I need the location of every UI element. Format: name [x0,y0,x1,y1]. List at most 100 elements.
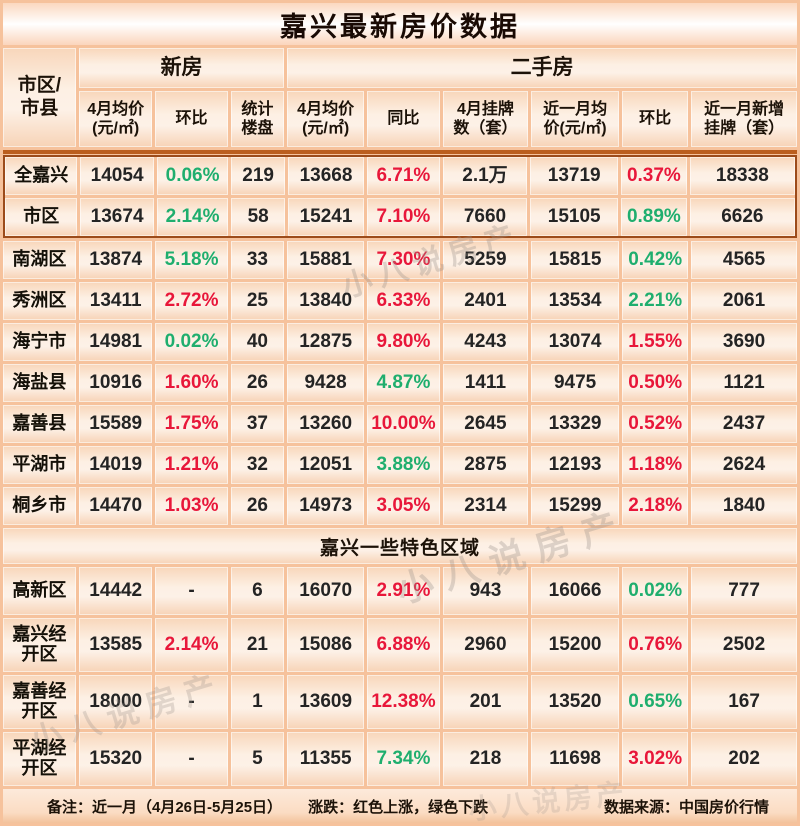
data-cell: 26 [230,487,285,525]
data-cell: 18000 [78,675,153,729]
data-cell: 2.14% [155,618,228,672]
table-header: 市区/ 市县 新房 二手房 4月均价 (元/㎡) 环比 统计 楼盘 4月均价 (… [3,48,797,147]
data-cell: 0.02% [622,567,689,615]
data-cell: 13840 [287,282,364,320]
column-header: 同比 [366,91,440,147]
table-row: 南湖区 13874 5.18% 33 15881 7.30% 5259 15815 0.42% 4… [3,241,797,279]
data-cell: 2.21% [622,282,689,320]
data-cell: 2624 [691,446,797,484]
row-label: 高新区 [3,567,76,615]
data-cell: 13520 [530,675,620,729]
data-cell: 7660 [442,198,528,236]
data-cell: 2502 [691,618,797,672]
table-row: 平湖市 14019 1.21% 32 12051 3.88% 2875 12193 1.18% 2… [3,446,797,484]
data-cell: 2314 [442,487,528,525]
data-cell: 33 [230,241,285,279]
data-cell: 1.18% [622,446,689,484]
section-header: 嘉兴一些特色区域 [3,528,797,564]
data-cell: 5.18% [155,241,228,279]
data-cell: 2437 [691,405,797,443]
data-cell: 16070 [287,567,364,615]
table-row: 桐乡市 14470 1.03% 26 14973 3.05% 2314 15299 2.18% 1… [3,487,797,525]
header-divider [3,150,797,154]
data-cell: 14442 [78,567,153,615]
column-header: 近一月均 价(元/㎡) [530,91,620,147]
data-cell: 13585 [78,618,153,672]
data-cell: 9428 [287,364,364,402]
row-label: 桐乡市 [3,487,76,525]
data-cell: 3690 [691,323,797,361]
data-cell: 14981 [78,323,153,361]
table-row: 高新区 14442-6 16070 2.91% 943 16066 0.02% 777 [3,567,797,615]
data-cell: 14019 [78,446,153,484]
row-label: 平湖经 开区 [3,732,76,786]
data-cell: 5259 [442,241,528,279]
table-row: 秀洲区 13411 2.72% 25 13840 6.33% 2401 13534 2.21% 2… [3,282,797,320]
data-cell: 13719 [530,157,619,195]
data-cell: 0.89% [621,198,687,236]
data-cell: - [155,675,228,729]
data-cell: - [155,567,228,615]
data-cell: 26 [230,364,285,402]
table-row: 嘉兴经 开区 13585 2.14% 21 15086 6.88% 2960 15200 0.7… [3,618,797,672]
header-corner-cell: 市区/ 市县 [3,48,76,147]
data-cell: 15881 [287,241,364,279]
data-cell: 13534 [530,282,620,320]
data-cell: 0.50% [622,364,689,402]
data-cell: 13074 [530,323,620,361]
column-header: 环比 [622,91,689,147]
data-cell: 6.71% [367,157,440,195]
table-row: 嘉善经 开区 18000-1 13609 12.38% 201 13520 0.65% 167 [3,675,797,729]
data-cell: 4.87% [366,364,440,402]
data-cell: 6 [230,567,285,615]
data-cell: 15200 [530,618,620,672]
data-cell: 15105 [530,198,619,236]
column-header: 4月均价 (元/㎡) [287,91,364,147]
data-cell: 1411 [442,364,528,402]
data-cell: 9475 [530,364,620,402]
data-cell: 0.65% [622,675,689,729]
data-cell: 2.72% [155,282,228,320]
data-cell: 0.52% [622,405,689,443]
data-cell: 32 [230,446,285,484]
data-cell: 6.33% [366,282,440,320]
data-cell: 25 [230,282,285,320]
row-label: 嘉善县 [3,405,76,443]
data-cell: 18338 [689,157,795,195]
row-label: 秀洲区 [3,282,76,320]
data-cell: 1840 [691,487,797,525]
district-rows: 南湖区 13874 5.18% 33 15881 7.30% 5259 15815 0.42% 4… [3,241,797,525]
column-header: 环比 [155,91,228,147]
data-cell: 11355 [287,732,364,786]
data-cell: 14470 [78,487,153,525]
header-group-new: 新房 [78,48,285,88]
data-cell: 1.60% [155,364,228,402]
data-cell: 1121 [691,364,797,402]
data-cell: 12051 [287,446,364,484]
special-zone-rows: 高新区 14442-6 16070 2.91% 943 16066 0.02% 777 嘉兴经 … [3,567,797,786]
data-cell: 10916 [78,364,153,402]
data-cell: 0.76% [622,618,689,672]
data-cell: 15086 [287,618,364,672]
data-cell: 167 [691,675,797,729]
data-cell: - [155,732,228,786]
data-cell: 13329 [530,405,620,443]
data-cell: 1 [230,675,285,729]
data-cell: 2875 [442,446,528,484]
data-cell: 1.55% [622,323,689,361]
footer-notes: 备注：近一月（4月26日-5月25日） 涨跌：红色上涨，绿色下跌 [47,796,488,817]
table-row: 平湖经 开区 15320-5 11355 7.34% 218 11698 3.02% 202 [3,732,797,786]
data-cell: 15299 [530,487,620,525]
data-cell: 943 [442,567,528,615]
data-cell: 3.05% [366,487,440,525]
data-cell: 14054 [80,157,154,195]
data-cell: 0.42% [622,241,689,279]
data-cell: 13674 [80,198,154,236]
row-label: 市区 [5,198,78,236]
data-cell: 21 [230,618,285,672]
row-label: 南湖区 [3,241,76,279]
column-header: 近一月新增 挂牌（套） [691,91,797,147]
data-cell: 1.03% [155,487,228,525]
data-cell: 2.1万 [442,157,528,195]
row-label: 全嘉兴 [5,157,78,195]
